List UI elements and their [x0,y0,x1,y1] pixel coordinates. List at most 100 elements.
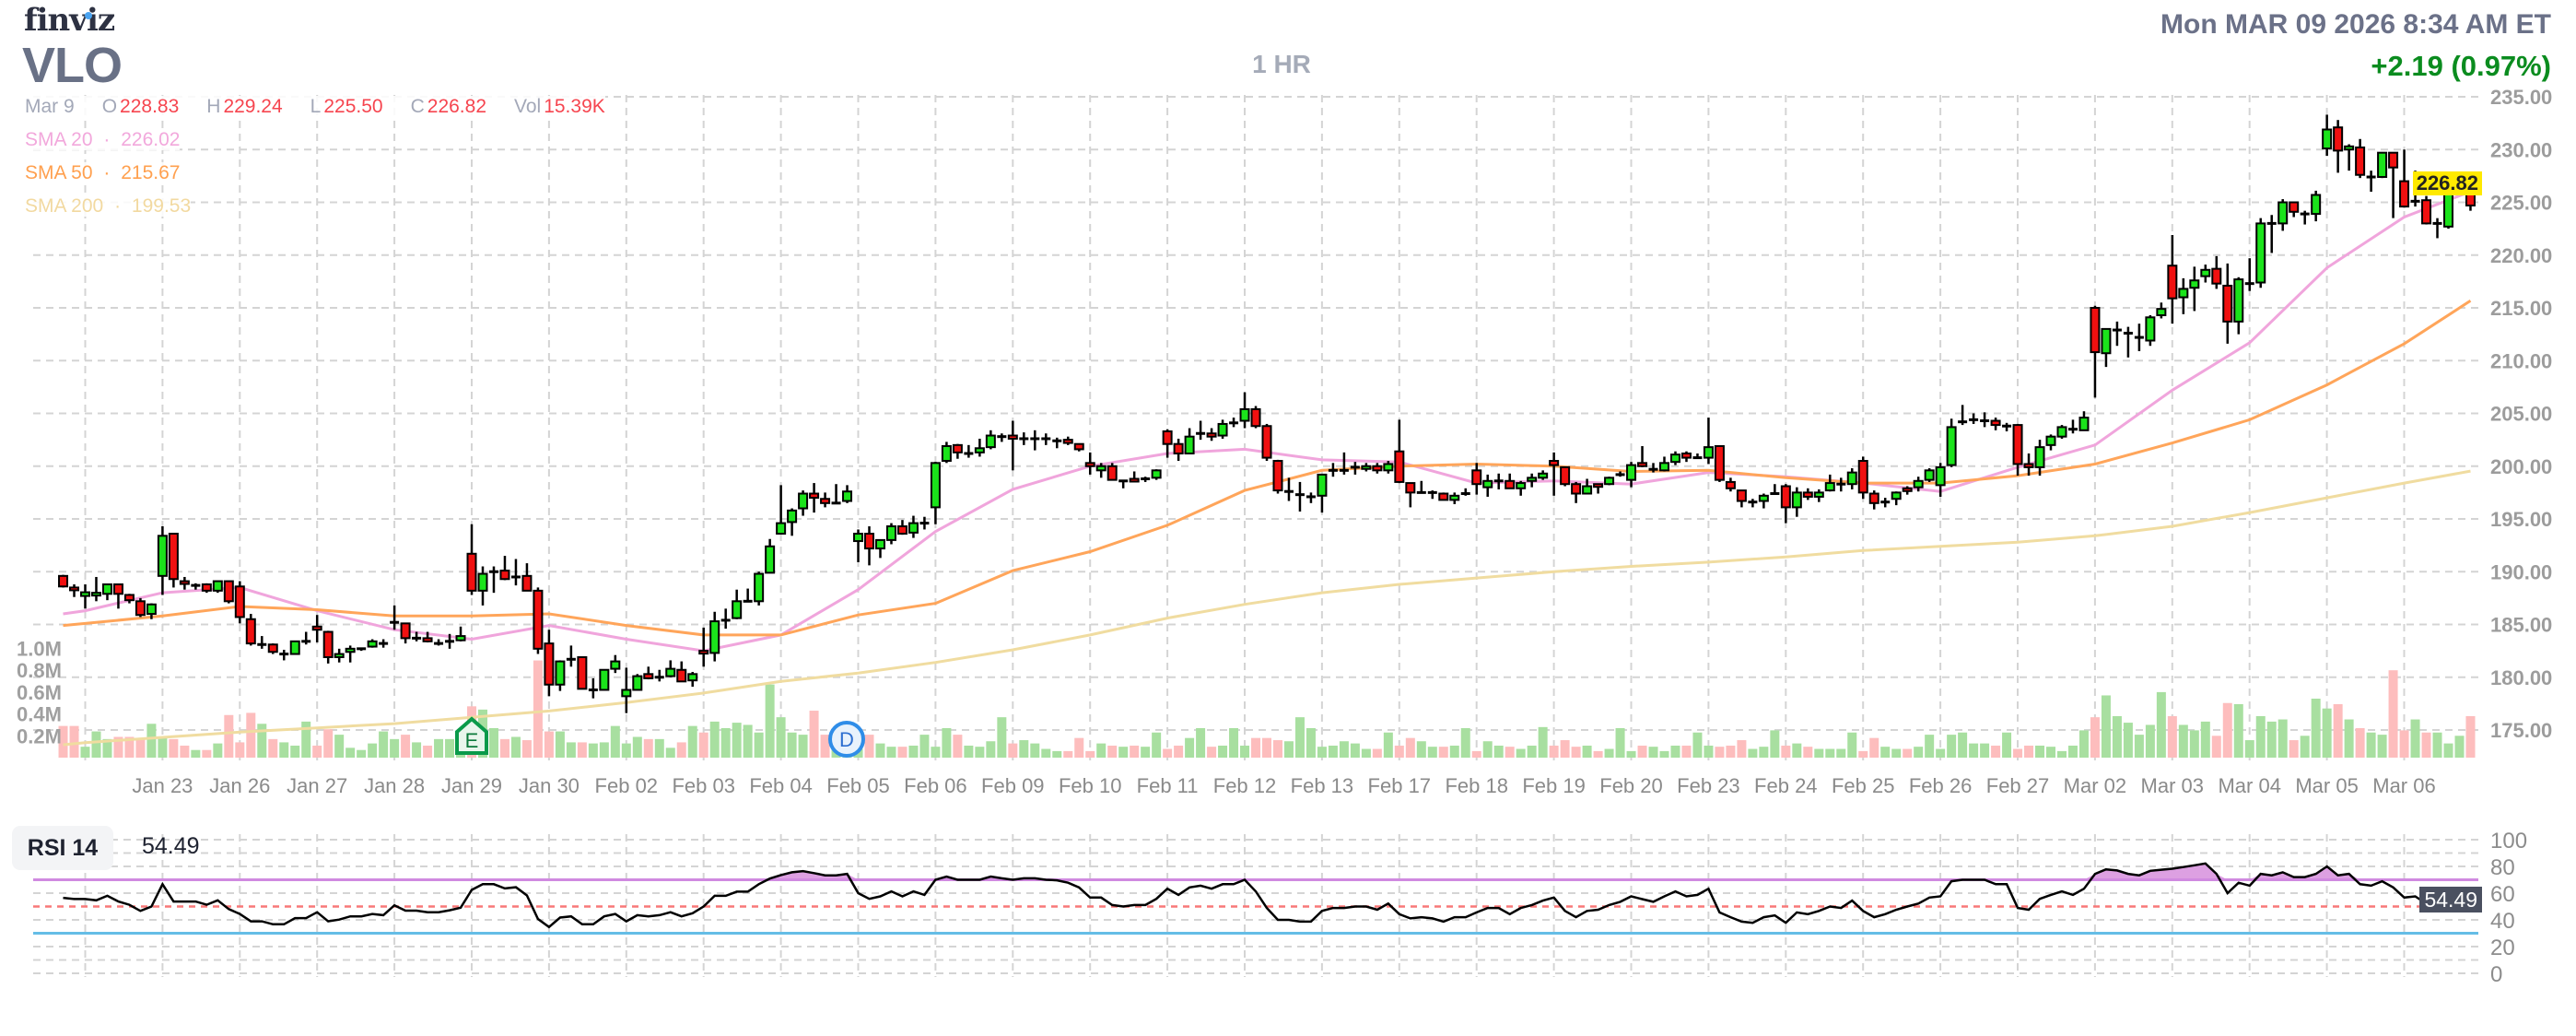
volume-bar [2399,730,2409,758]
candle-body [1703,446,1714,459]
candle-body [1438,492,1449,501]
candle [1680,451,1692,463]
volume-bar [345,748,356,758]
candle [588,677,598,699]
volume-bar [2211,736,2221,758]
candle [1935,463,1946,497]
candle [69,583,80,597]
candle [743,588,753,603]
candle-body [1902,487,1913,492]
sma-line-sma200 [63,469,2471,747]
candle-body [765,545,776,574]
candle-body [2255,222,2266,284]
volume-bar [2322,708,2332,758]
volume-bar [621,743,631,758]
volume-bar [654,738,664,758]
volume-bar [1218,745,1228,758]
volume-bar [1925,735,1935,758]
candle-body [2034,446,2045,468]
candle [1669,451,1680,465]
volume-bar [986,741,996,758]
volume-bar [1670,745,1680,758]
candle [599,668,610,691]
volume-bar [1560,740,1570,758]
volume-bar [1141,747,1151,758]
candle [610,654,621,674]
candle [698,627,709,667]
candle [1361,463,1372,472]
volume-bar [2167,715,2177,758]
rsi-tick-label: 40 [2490,909,2515,934]
volume-bar [1251,737,1261,758]
volume-bar [124,736,135,758]
date-tick-label: Jan 23 [132,774,193,797]
candle-body [1151,469,1162,479]
candle [2311,190,2322,222]
close-label: C [410,96,425,117]
candle [2244,258,2254,291]
volume-bar [953,735,963,758]
volume-bar [2013,748,2023,758]
candle-body [2090,307,2101,354]
finviz-logo[interactable]: finviz [24,2,115,39]
volume-bar [1306,728,1316,758]
candle-body [1250,407,1261,428]
candle [2167,234,2178,324]
candle-body [1394,450,1405,483]
candle-body [2200,268,2211,277]
candle [1692,453,1703,460]
rsi-indicator-button[interactable]: RSI 14 [12,826,113,870]
volume-bar [798,735,808,758]
candle [80,583,90,609]
volume-bar [2222,702,2232,758]
vol-value: 15.39K [544,96,605,117]
timeframe-label: 1 HR [1252,50,1311,78]
candle-body [2056,426,2067,438]
candle-body [1449,494,1460,501]
volume-bar [146,724,157,758]
candle [2344,144,2355,171]
volume-bar [1361,748,1371,758]
volume-bar [1891,748,1902,758]
volume-bar [412,742,422,758]
candle [445,633,455,649]
price-tick-label: 210.00 [2490,349,2552,372]
volume-bar [423,745,433,758]
high-label: H [206,96,221,117]
volume-bar [312,745,322,758]
candle [488,566,498,594]
volume-bar [886,747,896,758]
volume-bar [754,732,764,758]
volume-bar [2266,721,2277,758]
volume-bar [1770,730,1780,758]
volume-bar [1759,747,1769,758]
separator: · [114,195,122,217]
volume-bar [1394,745,1404,758]
candle [1449,492,1460,504]
volume-bar [357,749,367,758]
candle [544,630,555,697]
candle [434,639,444,646]
candle [1924,468,1935,482]
candle-body [621,689,632,698]
volume-bar [698,732,708,758]
volume-bar [1283,741,1294,758]
candle [820,492,831,508]
chart-grid [33,95,2478,977]
candle [1471,463,1482,495]
volume-bar [2333,703,2343,758]
candle [301,631,311,645]
earnings-letter: E [465,729,479,752]
volume-bar [1019,740,1029,758]
candle-body [135,600,146,617]
candle-body [101,583,112,595]
candle-body [367,640,378,648]
candle-body [1582,485,1593,495]
candle-body [643,673,654,679]
candle [1394,419,1405,484]
volume-bar [765,684,775,758]
volume-bar [1030,743,1040,758]
candle [2023,453,2034,477]
candle [1250,406,1261,429]
